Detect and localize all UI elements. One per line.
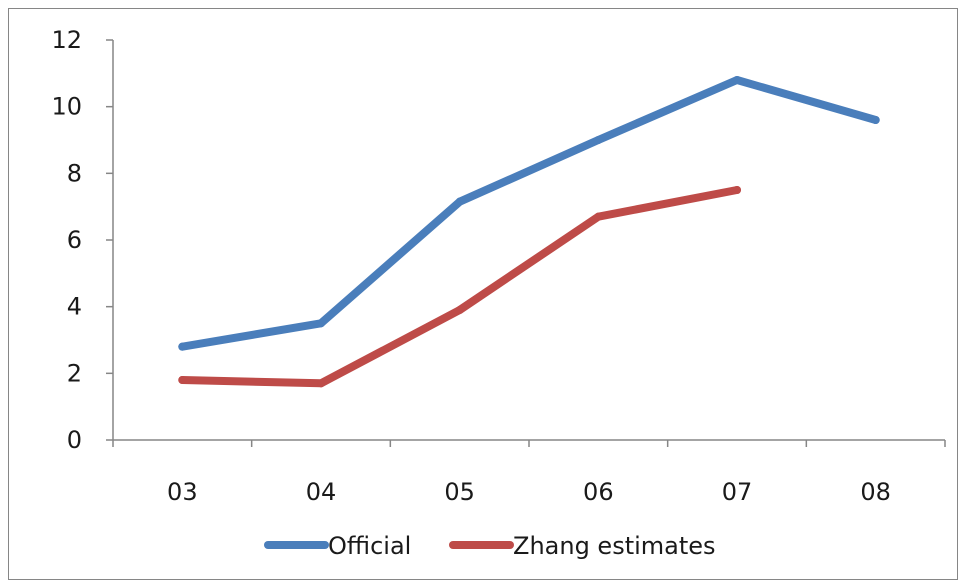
- x-axis: 03 04 05 06 07 08: [112, 439, 946, 506]
- series-layer: [178, 76, 880, 388]
- data-point: [594, 212, 603, 221]
- data-point: [455, 197, 464, 206]
- data-point: [317, 379, 325, 388]
- data-point: [871, 116, 880, 124]
- x-tick-label: 03: [167, 478, 198, 506]
- y-tick-label: 10: [51, 93, 82, 121]
- data-point: [317, 319, 325, 328]
- data-point: [733, 76, 741, 84]
- series-line-1: [178, 186, 741, 388]
- y-tick-label: 6: [67, 226, 82, 254]
- data-point: [733, 186, 741, 194]
- data-point: [455, 306, 464, 314]
- data-point: [178, 342, 187, 351]
- x-tick-label: 05: [444, 478, 475, 506]
- y-tick-label: 2: [67, 359, 82, 387]
- y-axis: 0 2 4 6 8 10 12: [51, 26, 114, 454]
- series-line-0: [178, 76, 880, 351]
- x-tick-label: 07: [722, 478, 753, 506]
- legend: Official Zhang estimates: [264, 532, 716, 560]
- y-tick-label: 0: [67, 426, 82, 454]
- data-point: [594, 136, 603, 144]
- legend-label-0: Official: [328, 532, 411, 560]
- y-tick-label: 4: [67, 293, 82, 321]
- x-tick-label: 08: [860, 478, 891, 506]
- y-tick-label: 12: [51, 26, 82, 54]
- legend-label-1: Zhang estimates: [513, 532, 716, 560]
- y-tick-label: 8: [67, 159, 82, 187]
- data-point: [178, 376, 187, 384]
- x-tick-label: 04: [306, 478, 337, 506]
- x-tick-label: 06: [583, 478, 614, 506]
